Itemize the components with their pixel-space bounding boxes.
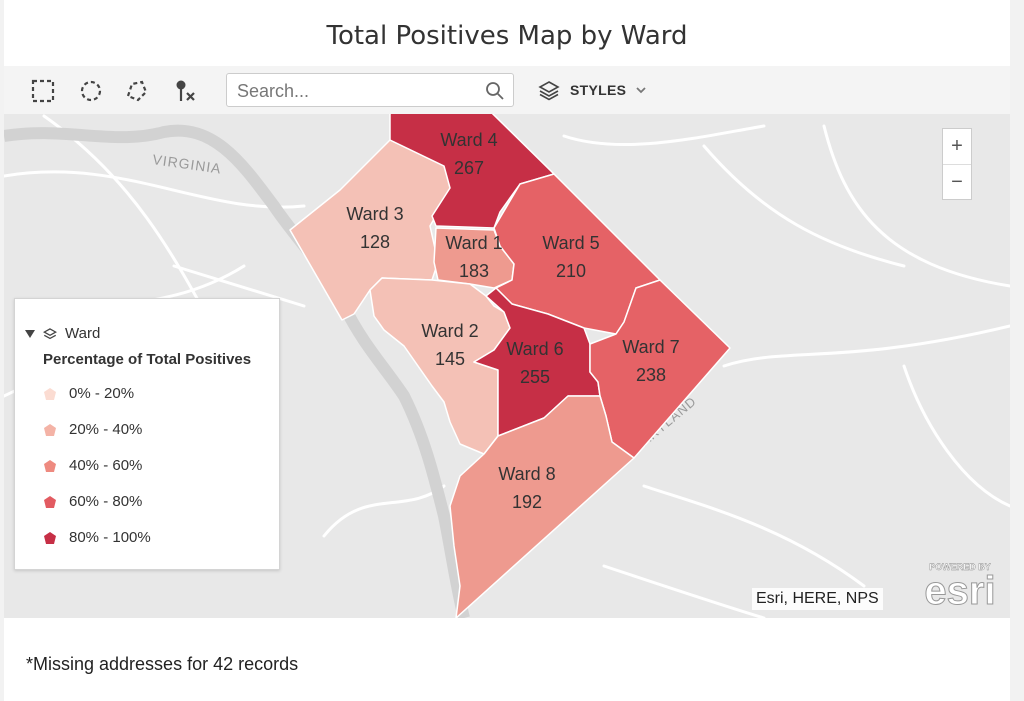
ward-layer: Ward 4 267 Ward 3 128 Ward 1 183 Ward 5 …	[289, 66, 731, 618]
esri-logo-small: POWERED BY	[929, 562, 991, 572]
ward-7-name: Ward 7	[622, 337, 679, 357]
ward-2-name: Ward 2	[421, 321, 478, 341]
clear-pin-icon[interactable]	[172, 78, 198, 104]
zoom-control: + −	[942, 128, 972, 200]
map-legend: Ward Percentage of Total Positives 0% - …	[14, 298, 280, 570]
layers-icon	[43, 327, 57, 339]
zoom-divider	[943, 164, 971, 165]
ward-7-value: 238	[636, 365, 666, 385]
rect-select-icon[interactable]	[30, 78, 56, 104]
legend-heading: Percentage of Total Positives	[43, 351, 252, 368]
styles-button[interactable]: STYLES	[538, 76, 646, 104]
zoom-in-button[interactable]: +	[951, 135, 963, 157]
search-icon[interactable]	[485, 81, 505, 101]
missing-addresses-note: *Missing addresses for 42 records	[26, 654, 299, 674]
caret-down-icon	[25, 329, 35, 338]
circle-select-icon[interactable]	[78, 78, 104, 104]
ward-6-value: 255	[520, 367, 550, 387]
pentagon-swatch-icon	[44, 387, 56, 400]
pentagon-swatch-icon	[44, 423, 56, 436]
ward-4-value: 267	[454, 158, 484, 178]
map-view[interactable]: VIRGINIA MARYLAND Ward 4 267 Ward 3 128 …	[4, 66, 1010, 618]
pentagon-swatch-icon	[44, 531, 56, 544]
ward-6-name: Ward 6	[506, 339, 563, 359]
legend-layer-name: Ward	[65, 325, 101, 342]
esri-logo: POWERED BY esri	[924, 562, 996, 608]
legend-item: 0% - 20%	[43, 385, 134, 402]
legend-item: 60% - 80%	[43, 493, 142, 510]
layers-icon	[538, 81, 560, 101]
ward-1-name: Ward 1	[445, 233, 502, 253]
legend-item-label: 60% - 80%	[69, 493, 143, 510]
legend-item-label: 20% - 40%	[69, 421, 143, 438]
ward-1-value: 183	[459, 261, 489, 281]
legend-layer-toggle[interactable]: Ward	[25, 325, 100, 342]
ward-8-value: 192	[512, 492, 542, 512]
styles-label: STYLES	[570, 82, 627, 98]
ward-4-name: Ward 4	[440, 130, 497, 150]
legend-item: 20% - 40%	[43, 421, 142, 438]
ward-5-value: 210	[556, 261, 586, 281]
ward-8-polygon[interactable]	[449, 395, 635, 618]
legend-item: 40% - 60%	[43, 457, 142, 474]
ward-5-name: Ward 5	[542, 233, 599, 253]
ward-8-name: Ward 8	[498, 464, 555, 484]
footer-note: *Missing addresses for 42 records	[4, 634, 1010, 694]
map-attribution: Esri, HERE, NPS	[752, 588, 883, 610]
ward-3-value: 128	[360, 232, 390, 252]
esri-logo-text: esri	[924, 569, 995, 608]
lasso-select-icon[interactable]	[124, 78, 150, 104]
legend-item-label: 40% - 60%	[69, 457, 143, 474]
pentagon-swatch-icon	[44, 459, 56, 472]
ward-3-name: Ward 3	[346, 204, 403, 224]
search-input[interactable]	[235, 78, 479, 104]
legend-item-label: 0% - 20%	[69, 385, 135, 402]
chevron-down-icon	[636, 87, 646, 94]
page-title: Total Positives Map by Ward	[326, 21, 688, 51]
legend-item-label: 80% - 100%	[69, 529, 151, 546]
ward-2-value: 145	[435, 349, 465, 369]
map-toolbar: STYLES	[4, 66, 1010, 114]
legend-item: 80% - 100%	[43, 529, 151, 546]
search-box	[226, 73, 514, 107]
pentagon-swatch-icon	[44, 495, 56, 508]
zoom-out-button[interactable]: −	[951, 171, 963, 193]
